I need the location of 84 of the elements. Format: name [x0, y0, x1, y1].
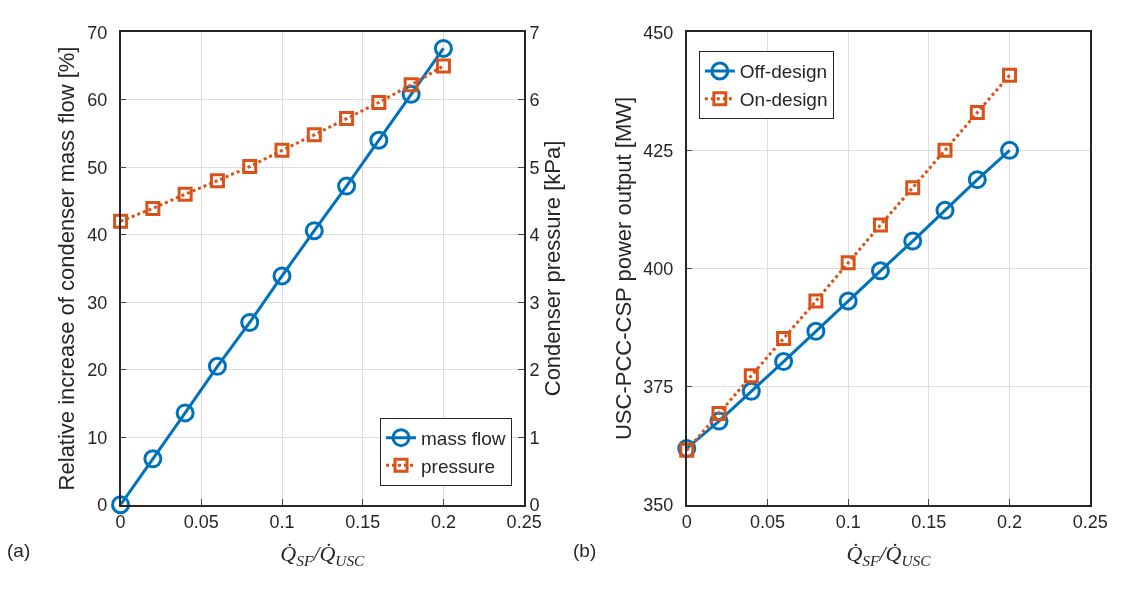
x-tick-label: 0.25: [1072, 512, 1108, 533]
y-axis-title: USC-PCC-CSP power output [MW]: [610, 96, 636, 441]
point: [371, 94, 387, 110]
point: [304, 221, 324, 241]
point: [1002, 67, 1018, 83]
y2-tick-label: 3: [529, 292, 540, 313]
point: [175, 403, 195, 423]
x-tick-label: 0: [115, 512, 126, 533]
point: [403, 77, 419, 93]
point: [711, 406, 727, 422]
x-tick-label: 0.2: [430, 512, 456, 533]
x-tick-label: 0.2: [997, 512, 1023, 533]
y2-tick-label: 5: [529, 157, 540, 178]
legend-label: pressure: [421, 455, 495, 477]
y-tick-label: 30: [87, 292, 108, 313]
point: [306, 127, 322, 143]
point: [741, 381, 761, 401]
point: [242, 159, 258, 175]
y2-axis-title: Condenser pressure [kPa]: [539, 140, 565, 397]
point: [806, 321, 826, 341]
y-tick-label: 20: [87, 360, 108, 381]
point: [1000, 140, 1020, 160]
y-tick-label: 10: [87, 427, 108, 448]
point: [369, 130, 389, 150]
point: [838, 291, 858, 311]
y2-tick-label: 7: [529, 22, 540, 43]
point: [274, 142, 290, 158]
point: [339, 111, 355, 127]
y-tick-label: 425: [643, 140, 674, 161]
point: [207, 356, 227, 376]
x-tick-label: 0.1: [269, 512, 295, 533]
point: [905, 180, 921, 196]
text: (b): [573, 540, 597, 561]
legend-label: Off-design: [739, 61, 828, 83]
y-tick-label: 50: [87, 157, 108, 178]
point: [337, 176, 357, 196]
x-tick-label: 0.05: [183, 512, 219, 533]
point: [435, 58, 451, 74]
point: [870, 261, 890, 281]
point: [840, 255, 856, 271]
y-tick-label: 400: [643, 258, 674, 279]
x-tick-label: 0.25: [506, 512, 542, 533]
point: [935, 200, 955, 220]
point: [113, 213, 129, 229]
y-tick-label: 60: [87, 90, 108, 111]
point: [808, 293, 824, 309]
legend-label: On-design: [739, 89, 828, 111]
point: [145, 200, 161, 216]
point: [433, 38, 453, 58]
y-tick-label: 0: [97, 495, 108, 515]
legend-label: mass flow: [421, 428, 506, 450]
y-tick-label: 70: [87, 22, 108, 43]
point: [774, 352, 794, 372]
point: [111, 495, 131, 515]
y-tick-label: 375: [643, 376, 674, 397]
point: [776, 330, 792, 346]
x-axis-title: Q̇$_{SF}$/Q̇$_{USC}$: [280, 541, 366, 570]
y2-tick-label: 2: [529, 360, 540, 381]
point: [272, 266, 292, 286]
point: [143, 449, 163, 469]
y-tick-label: 350: [643, 495, 674, 515]
x-tick-label: 0.15: [911, 512, 947, 533]
x-tick-label: 0: [681, 512, 692, 533]
x-tick-label: 0.15: [345, 512, 381, 533]
y-tick-label: 450: [643, 22, 674, 43]
y-tick-label: 40: [87, 225, 108, 246]
y2-tick-label: 0: [529, 495, 540, 515]
point: [967, 170, 987, 190]
point: [240, 312, 260, 332]
point: [743, 368, 759, 384]
point: [903, 231, 923, 251]
text: (a): [7, 540, 31, 561]
point: [872, 217, 888, 233]
y2-tick-label: 1: [529, 427, 540, 448]
x-tick-label: 0.1: [835, 512, 861, 533]
x-axis-title: Q̇$_{SF}$/Q̇$_{USC}$: [846, 541, 932, 570]
point: [937, 142, 953, 158]
y2-tick-label: 4: [529, 225, 540, 246]
x-tick-label: 0.05: [749, 512, 785, 533]
point: [209, 173, 225, 189]
y2-tick-label: 6: [529, 90, 540, 111]
point: [969, 105, 985, 121]
point: [177, 186, 193, 202]
y-axis-title: Relative increase of condenser mass flow [%]: [54, 46, 80, 491]
